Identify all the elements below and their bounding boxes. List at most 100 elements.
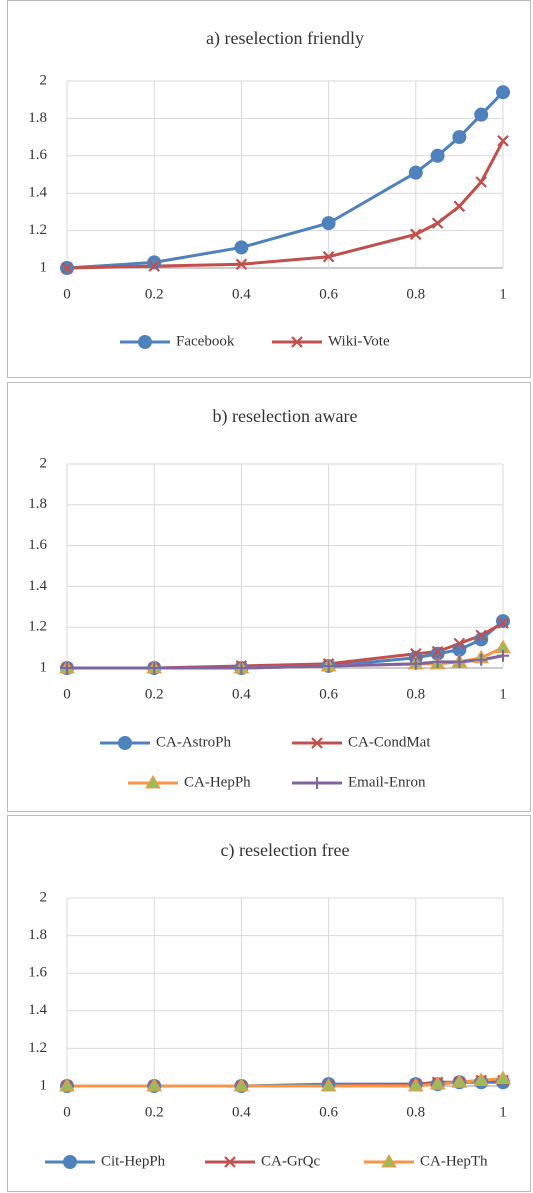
legend-label: CA-GrQc bbox=[261, 1153, 320, 1169]
marker-shape bbox=[451, 1074, 468, 1088]
x-tick-label: 0.4 bbox=[232, 686, 251, 702]
legend-item: CA-GrQc bbox=[205, 1153, 320, 1169]
marker bbox=[497, 135, 509, 147]
x-tick-label: 1 bbox=[499, 1104, 507, 1120]
marker bbox=[146, 1078, 163, 1092]
marker-shape bbox=[475, 629, 487, 642]
y-tick-label: 1.4 bbox=[28, 578, 47, 594]
y-tick-label: 1.8 bbox=[28, 110, 47, 126]
marker-shape bbox=[474, 107, 489, 122]
y-tick-label: 1.6 bbox=[28, 147, 47, 163]
marker bbox=[224, 1156, 236, 1168]
marker-shape bbox=[61, 662, 73, 674]
marker-shape bbox=[475, 176, 487, 188]
legend-item: CA-AstroPh bbox=[100, 734, 232, 750]
panel-frame bbox=[7, 0, 531, 378]
marker bbox=[63, 1155, 77, 1169]
marker bbox=[235, 258, 248, 271]
chart-title: a) reselection friendly bbox=[206, 28, 364, 49]
panel-frame bbox=[7, 382, 531, 812]
marker-shape bbox=[409, 657, 422, 670]
marker bbox=[138, 335, 152, 349]
marker-shape bbox=[145, 775, 161, 789]
marker bbox=[453, 655, 466, 668]
legend-label: Cit-HepPh bbox=[101, 1153, 166, 1169]
marker-shape bbox=[291, 336, 303, 348]
marker bbox=[495, 1070, 511, 1084]
marker-shape bbox=[63, 1155, 77, 1169]
x-tick-label: 0.4 bbox=[232, 1104, 251, 1120]
marker bbox=[497, 617, 509, 629]
x-tick-label: 0 bbox=[63, 1104, 71, 1120]
marker bbox=[311, 777, 323, 789]
marker-shape bbox=[408, 165, 423, 180]
marker bbox=[410, 228, 422, 241]
legend-item: CA-CondMat bbox=[292, 734, 431, 750]
marker-shape bbox=[118, 736, 132, 750]
y-tick-label: 1.4 bbox=[28, 185, 47, 201]
marker bbox=[497, 649, 509, 662]
marker-shape bbox=[431, 217, 444, 229]
marker-shape bbox=[473, 1072, 490, 1086]
x-tick-label: 0 bbox=[63, 286, 71, 302]
marker bbox=[321, 216, 336, 231]
marker bbox=[453, 200, 466, 213]
marker bbox=[431, 645, 444, 658]
y-tick-label: 1.8 bbox=[28, 927, 47, 943]
marker-shape bbox=[453, 637, 466, 650]
x-tick-label: 1 bbox=[499, 686, 507, 702]
y-tick-label: 1.6 bbox=[28, 537, 47, 553]
x-tick-label: 0.6 bbox=[319, 686, 338, 702]
marker bbox=[233, 1078, 250, 1092]
marker bbox=[475, 653, 488, 666]
x-tick-label: 0.4 bbox=[232, 286, 251, 302]
marker-shape bbox=[410, 647, 422, 660]
marker bbox=[474, 632, 489, 647]
legend-label: Facebook bbox=[176, 333, 235, 349]
marker bbox=[291, 336, 303, 348]
marker-shape bbox=[235, 258, 248, 271]
marker bbox=[61, 662, 73, 674]
y-tick-label: 2 bbox=[40, 72, 48, 88]
marker bbox=[475, 176, 487, 188]
marker-shape bbox=[235, 662, 248, 674]
marker bbox=[148, 260, 160, 272]
marker bbox=[473, 1072, 490, 1086]
x-tick-label: 0.8 bbox=[406, 686, 425, 702]
marker-shape bbox=[407, 1078, 424, 1092]
marker-shape bbox=[311, 737, 323, 749]
marker bbox=[430, 148, 445, 163]
marker-shape bbox=[148, 260, 160, 272]
marker bbox=[147, 255, 162, 270]
x-tick-label: 0.2 bbox=[145, 686, 164, 702]
y-tick-label: 1.8 bbox=[28, 496, 47, 512]
marker bbox=[429, 1076, 446, 1090]
marker-shape bbox=[497, 649, 509, 662]
x-tick-label: 0.8 bbox=[406, 1104, 425, 1120]
marker-shape bbox=[431, 655, 444, 668]
chart-title: c) reselection free bbox=[221, 840, 350, 861]
marker bbox=[148, 662, 161, 674]
legend-label: Wiki-Vote bbox=[328, 333, 390, 349]
x-tick-label: 0.2 bbox=[145, 1104, 164, 1120]
legend-item: Cit-HepPh bbox=[45, 1153, 166, 1169]
y-tick-label: 1.4 bbox=[28, 1002, 47, 1018]
legend-item: CA-HepPh bbox=[128, 774, 251, 790]
marker bbox=[145, 775, 161, 789]
marker bbox=[322, 251, 335, 263]
marker bbox=[475, 629, 487, 642]
marker-shape bbox=[320, 1078, 337, 1092]
marker-shape bbox=[496, 614, 510, 629]
marker bbox=[59, 1078, 75, 1092]
marker-shape bbox=[138, 335, 152, 349]
chart-title: b) reselection aware bbox=[213, 406, 358, 427]
legend-item: Facebook bbox=[120, 333, 235, 349]
marker-shape bbox=[61, 262, 73, 274]
legend-label: CA-AstroPh bbox=[156, 734, 232, 750]
legend-label: CA-HepTh bbox=[420, 1153, 488, 1169]
marker-shape bbox=[59, 1078, 75, 1092]
x-tick-label: 1 bbox=[499, 286, 507, 302]
marker bbox=[452, 130, 467, 145]
x-tick-label: 0.2 bbox=[145, 286, 164, 302]
legend-item: Email-Enron bbox=[292, 774, 426, 790]
